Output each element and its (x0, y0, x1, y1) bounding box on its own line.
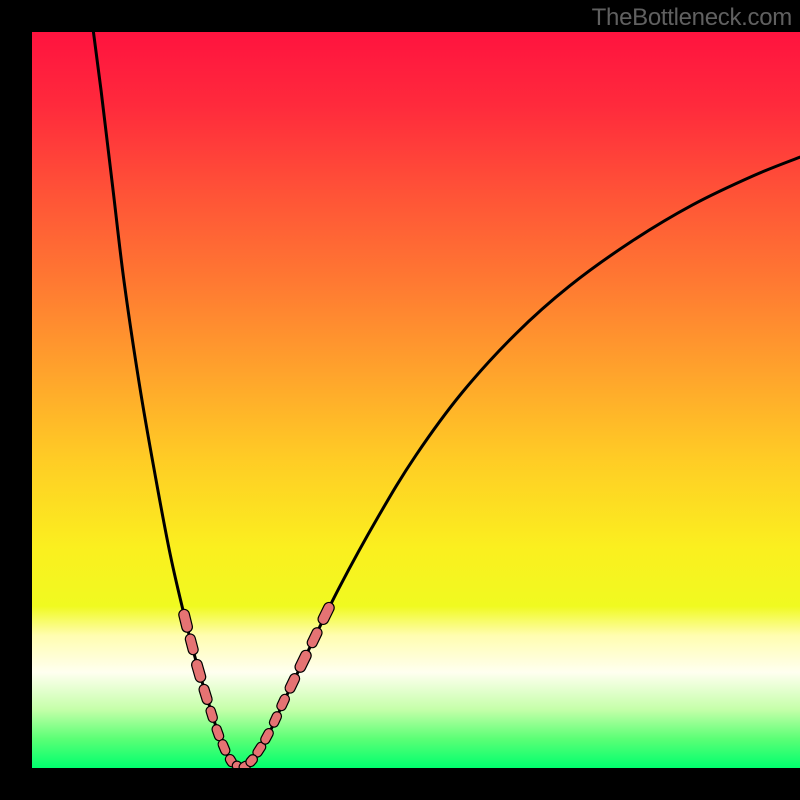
bottleneck-chart (0, 0, 800, 800)
chart-container: TheBottleneck.com (0, 0, 800, 800)
plot-background (32, 32, 800, 768)
bottom-frame-strip (0, 768, 800, 800)
watermark-text: TheBottleneck.com (592, 4, 792, 32)
